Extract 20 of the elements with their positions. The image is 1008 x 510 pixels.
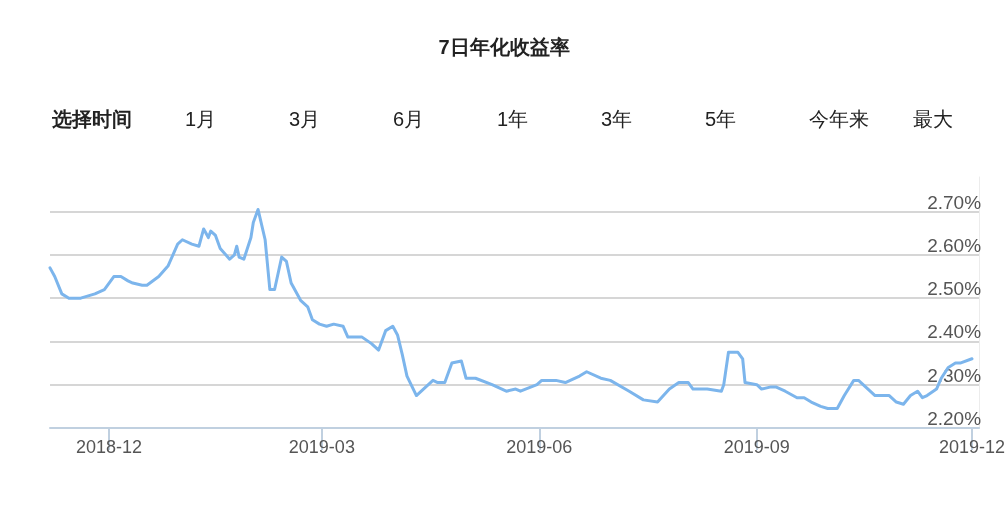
text: 1年	[497, 108, 529, 130]
chart-title: 7日年化收益率	[438, 36, 570, 58]
y-tick-label: 2.20%	[927, 408, 982, 429]
text: 选择时间	[51, 108, 132, 130]
text: 1月	[185, 108, 217, 130]
y-tick-label: 2.60%	[927, 234, 982, 256]
x-tick-label: 2019-06	[506, 437, 573, 457]
x-tick-label: 2019-09	[723, 437, 790, 457]
x-tick-label: 2019-12	[938, 437, 1005, 457]
y-tick-label: 2.40%	[927, 321, 982, 343]
text: 3年	[601, 108, 633, 130]
text: 6月	[393, 108, 425, 130]
x-tick-label: 2019-03	[288, 437, 355, 457]
y-tick-label: 2.50%	[927, 278, 982, 300]
text: 3月	[289, 108, 321, 130]
text: 最大	[913, 108, 953, 130]
x-tick-label: 2018-12	[76, 437, 143, 457]
y-tick-label: 2.70%	[927, 191, 982, 213]
text: 今年来	[809, 108, 869, 130]
text: 5年	[705, 108, 737, 130]
